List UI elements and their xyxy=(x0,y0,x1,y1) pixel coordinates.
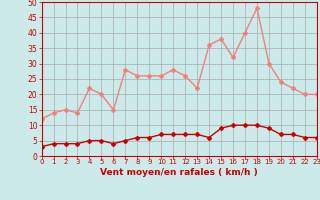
X-axis label: Vent moyen/en rafales ( km/h ): Vent moyen/en rafales ( km/h ) xyxy=(100,168,258,177)
